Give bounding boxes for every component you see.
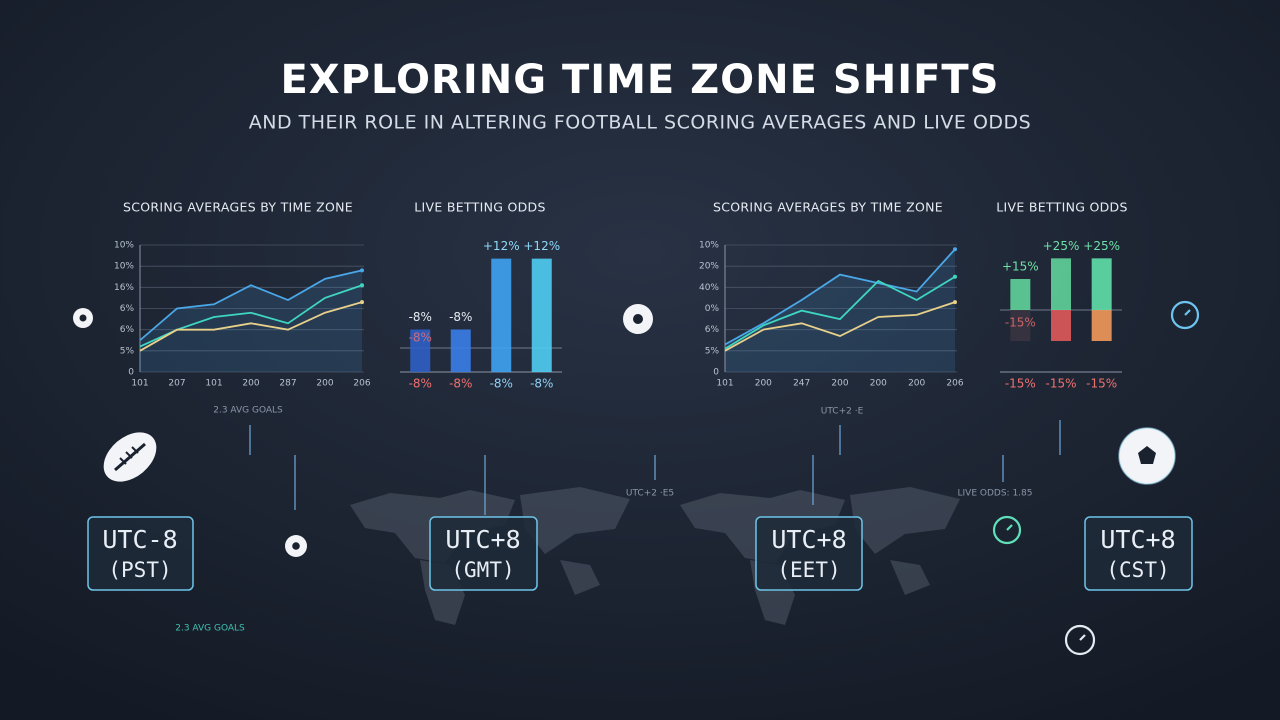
zone-card: UTC-8 (PST) — [87, 516, 194, 591]
x-tick-label: 200 — [316, 379, 333, 389]
zone-name: (PST) — [108, 558, 171, 582]
line-end-dot — [953, 274, 957, 279]
line-end-dot — [953, 247, 957, 252]
annotation: -8% — [409, 331, 432, 345]
y-tick-label: 0% — [705, 304, 720, 314]
timeline-label: UTC+2 ·E5 — [626, 489, 674, 499]
chart-title: LIVE BETTING ODDS — [996, 200, 1127, 215]
bar — [410, 329, 431, 372]
timeline-label: 2.3 AVG GOALS — [213, 406, 283, 416]
x-tick-label: -15% — [1086, 377, 1117, 391]
x-tick-label: -15% — [1045, 377, 1076, 391]
y-tick-label: 10% — [699, 241, 719, 251]
zone-offset: UTC+8 — [445, 525, 520, 554]
bar — [491, 258, 512, 372]
line-end-dot — [360, 300, 364, 305]
y-tick-label: 6% — [120, 304, 135, 314]
timeline-label: UTC+2 ·E — [821, 407, 864, 417]
y-tick-label: 6% — [120, 325, 135, 335]
y-tick-label: 40% — [699, 283, 719, 293]
bar — [1091, 310, 1112, 341]
x-tick-label: 206 — [353, 379, 370, 389]
x-tick-label: 287 — [279, 379, 296, 389]
chart-title: LIVE BETTING ODDS — [414, 200, 545, 215]
y-tick-label: 10% — [114, 262, 134, 272]
bar — [1010, 310, 1031, 341]
x-tick-label: -15% — [1005, 377, 1036, 391]
timeline-label: LIVE ODDS: 1.85 — [958, 489, 1033, 499]
x-tick-label: 200 — [831, 379, 848, 389]
value-label: -8% — [449, 310, 472, 324]
line-end-dot — [360, 283, 364, 288]
zone-card: UTC+8 (EET) — [755, 516, 863, 591]
value-label: +15% — [1002, 260, 1039, 274]
zone-offset: UTC+8 — [771, 525, 846, 554]
y-tick-label: 20% — [699, 262, 719, 272]
zone-name: (GMT) — [451, 558, 514, 582]
line — [724, 275, 956, 350]
y-tick-label: 5% — [120, 346, 135, 356]
line — [139, 269, 363, 341]
x-tick-label: -8% — [449, 377, 472, 391]
bar — [1010, 279, 1031, 310]
bar — [1051, 310, 1071, 341]
x-tick-label: -8% — [409, 377, 432, 391]
x-tick-label: 200 — [870, 379, 887, 389]
soccer-ball-icon — [1118, 427, 1176, 485]
timeline-ticks — [249, 420, 1061, 515]
x-tick-label: 200 — [242, 379, 259, 389]
bar — [1051, 258, 1071, 310]
value-label: +25% — [1083, 239, 1120, 253]
area — [725, 249, 955, 372]
line — [724, 301, 956, 352]
y-tick-label: 10% — [114, 241, 134, 251]
x-tick-label: -8% — [530, 377, 553, 391]
zone-card: UTC+8 (CST) — [1084, 516, 1193, 591]
zone-name: (EET) — [777, 558, 840, 582]
stopwatch-icon — [992, 300, 1200, 656]
y-tick-label: 16% — [114, 283, 134, 293]
y-tick-label: 0 — [128, 368, 134, 378]
value-label: +12% — [523, 239, 560, 253]
x-tick-label: 200 — [755, 379, 772, 389]
annotation: -15% — [1005, 316, 1036, 330]
chart-title: SCORING AVERAGES BY TIME ZONE — [123, 200, 353, 215]
bar — [531, 258, 552, 372]
bar — [1091, 258, 1112, 310]
zone-offset: UTC-8 — [102, 525, 177, 554]
x-tick-label: 200 — [908, 379, 925, 389]
x-tick-label: 101 — [131, 379, 148, 389]
football-icon — [103, 432, 157, 482]
x-tick-label: -8% — [490, 377, 513, 391]
line — [139, 301, 363, 352]
y-tick-label: 5% — [705, 346, 720, 356]
title: EXPLORING TIME ZONE SHIFTS — [280, 57, 999, 103]
zone-card: UTC+8 (GMT) — [429, 516, 538, 591]
y-tick-label: 6% — [705, 325, 720, 335]
line-end-dot — [360, 268, 364, 273]
timeline-label: 2.3 AVG GOALS — [175, 624, 245, 634]
ball-pattern — [79, 314, 643, 550]
value-label: +12% — [483, 239, 520, 253]
bar — [450, 329, 471, 372]
y-tick-label: 0 — [713, 368, 719, 378]
x-tick-label: 101 — [205, 379, 222, 389]
x-tick-label: 247 — [793, 379, 810, 389]
chart-title: SCORING AVERAGES BY TIME ZONE — [713, 200, 943, 215]
area — [140, 270, 362, 372]
zone-offset: UTC+8 — [1100, 525, 1175, 554]
x-tick-label: 101 — [716, 379, 733, 389]
line-end-dot — [953, 300, 957, 305]
value-label: -8% — [409, 310, 432, 324]
value-label: +25% — [1043, 239, 1080, 253]
x-tick-label: 207 — [168, 379, 185, 389]
zone-name: (CST) — [1106, 558, 1169, 582]
x-tick-label: 206 — [946, 379, 963, 389]
line — [724, 248, 956, 346]
subtitle: AND THEIR ROLE IN ALTERING FOOTBALL SCOR… — [249, 112, 1031, 134]
